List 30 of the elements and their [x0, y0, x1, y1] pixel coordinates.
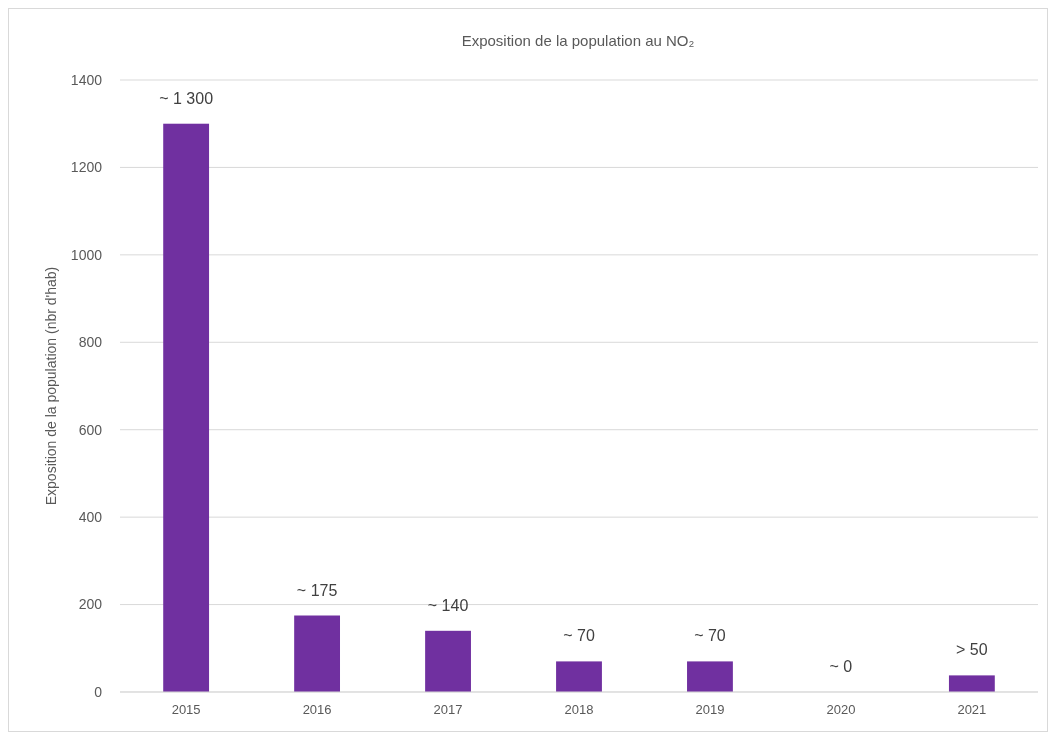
- x-tick-label: 2016: [302, 702, 332, 717]
- y-tick-label: 0: [94, 683, 103, 700]
- x-tick-label: 2018: [564, 702, 594, 717]
- y-tick-label: 1400: [70, 71, 103, 88]
- chart-title: Exposition de la population au NO₂: [461, 32, 695, 49]
- x-tick-label: 2020: [826, 702, 856, 717]
- y-tick-label: 600: [78, 421, 103, 438]
- bar: [425, 630, 471, 692]
- data-label: ~ 1 300: [159, 89, 214, 107]
- x-tick-label: 2021: [957, 702, 987, 717]
- data-label: > 50: [956, 641, 988, 659]
- bar: [687, 661, 733, 692]
- data-label: ~ 140: [427, 596, 469, 614]
- data-label: ~ 70: [563, 627, 595, 645]
- y-axis-title: Exposition de la population (nbr d'hab): [43, 266, 59, 506]
- y-tick-label: 800: [78, 334, 103, 351]
- y-tick-label: 1000: [70, 246, 103, 263]
- bar: [163, 123, 210, 692]
- y-tick-label: 400: [78, 509, 103, 526]
- data-label: ~ 70: [694, 627, 726, 645]
- bar: [556, 661, 602, 692]
- data-label: ~ 175: [296, 581, 338, 599]
- x-tick-label: 2015: [171, 702, 201, 717]
- x-tick-label: 2019: [695, 702, 725, 717]
- x-tick-label: 2017: [433, 702, 463, 717]
- y-tick-label: 1200: [70, 159, 103, 176]
- y-tick-label: 200: [78, 596, 103, 613]
- bar: [948, 675, 995, 692]
- bar: [294, 615, 341, 692]
- data-label: ~ 0: [829, 658, 853, 675]
